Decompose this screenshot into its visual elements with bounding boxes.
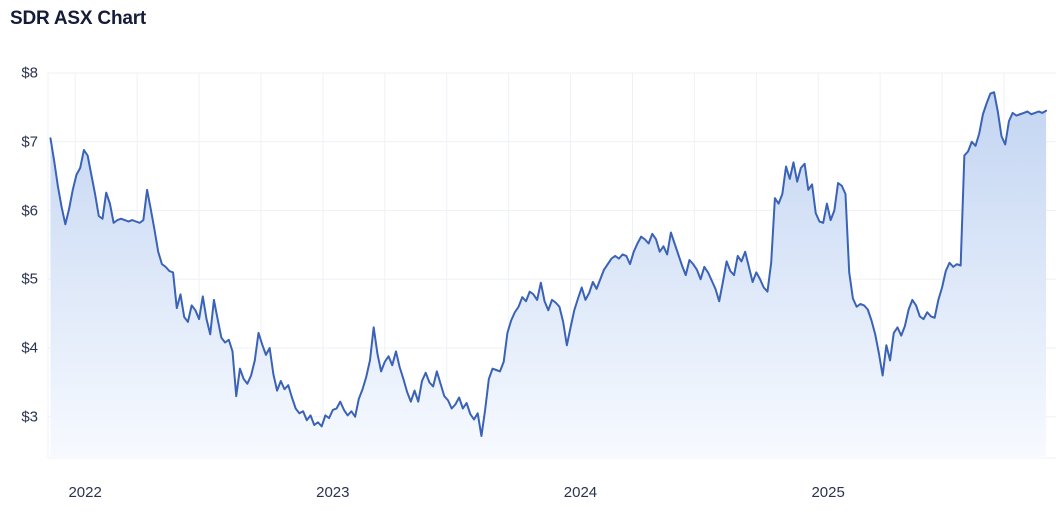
price-line [49, 91, 1048, 437]
y-axis-tick-label: $4 [21, 339, 38, 357]
y-axis-tick-label: $5 [21, 270, 38, 288]
x-axis-tick-label: 2023 [316, 484, 350, 501]
y-axis-tick-label: $6 [21, 202, 38, 219]
x-axis-tick-label: 2022 [68, 484, 102, 501]
y-axis-tick-label: $3 [21, 408, 38, 426]
x-axis-tick-label: 2024 [563, 484, 598, 501]
y-axis-tick-label: $7 [21, 133, 38, 151]
x-axis-tick-label: 2025 [811, 484, 845, 501]
area-fill [50, 92, 1047, 458]
y-axis-tick-label: $8 [21, 64, 38, 82]
page-title: SDR ASX Chart [10, 8, 147, 29]
